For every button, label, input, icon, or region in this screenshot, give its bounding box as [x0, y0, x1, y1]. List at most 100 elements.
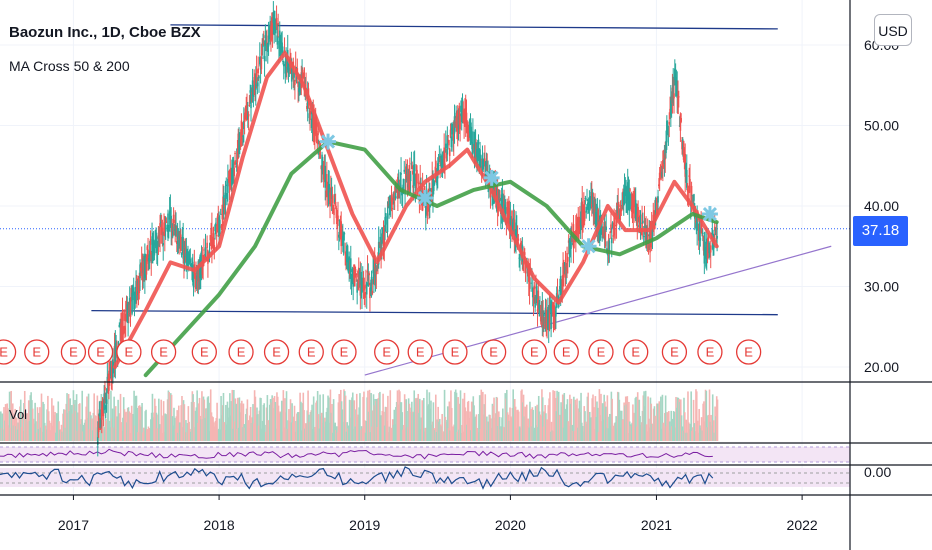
candle-body: [685, 164, 687, 175]
candle-body: [608, 240, 611, 252]
currency-button[interactable]: USD: [874, 14, 912, 46]
candle-body: [659, 169, 662, 174]
volume-bar: [705, 390, 708, 441]
candle-body: [128, 312, 130, 314]
volume-bar: [498, 417, 501, 441]
candle-body: [220, 225, 223, 229]
volume-bar: [216, 402, 218, 441]
volume-bar: [502, 408, 504, 441]
volume-bar: [39, 407, 41, 441]
candle-body: [677, 96, 679, 114]
candle-body: [261, 52, 263, 55]
volume-bar: [235, 403, 238, 441]
candle-body: [165, 221, 168, 223]
candle-body: [623, 188, 626, 204]
candle-body: [410, 163, 413, 165]
candle-body: [96, 437, 99, 446]
candle-body: [385, 216, 387, 225]
candle-body: [124, 327, 126, 331]
candle-body: [588, 197, 591, 206]
volume-bar: [375, 398, 378, 441]
volume-bar: [344, 395, 347, 441]
candle-body: [211, 227, 213, 248]
candle-body: [676, 80, 679, 98]
volume-bar: [328, 397, 330, 441]
candle-body: [103, 393, 105, 411]
candle-body: [314, 120, 316, 135]
candle-body: [691, 194, 694, 196]
horizontal-level-line: [91, 310, 778, 316]
price-tick-label: 20.00: [864, 359, 899, 375]
earnings-marker-label: E: [562, 345, 571, 360]
volume-bar: [683, 412, 686, 441]
earnings-marker: [588, 339, 614, 365]
candle-body: [330, 188, 333, 199]
candle-body: [248, 104, 251, 106]
candle-body: [326, 174, 328, 193]
candle-body: [381, 228, 384, 236]
candle-body: [585, 206, 588, 213]
earnings-marker: [374, 339, 400, 365]
candle-body: [247, 114, 250, 117]
candle-body: [171, 231, 174, 237]
candle-body: [189, 258, 192, 263]
candle-body: [112, 367, 115, 374]
volume-bar: [626, 396, 629, 441]
candle-body: [385, 231, 388, 233]
ma-cross-marker: [320, 133, 337, 150]
candle-body: [530, 282, 532, 284]
volume-bar: [561, 394, 564, 441]
candle-body: [354, 268, 357, 273]
candle-body: [99, 427, 101, 430]
volume-bar: [40, 393, 43, 441]
candle-body: [245, 105, 248, 120]
earnings-marker: [116, 339, 142, 365]
candle-body: [668, 121, 671, 125]
volume-bar: [403, 394, 406, 441]
candle-body: [605, 226, 607, 230]
price-tick-label: 50.00: [864, 118, 899, 134]
candle-body: [611, 222, 614, 228]
volume-bar: [570, 398, 573, 441]
candle-body: [511, 222, 514, 234]
candle-body: [213, 244, 216, 249]
candle-body: [164, 217, 166, 237]
volume-bar: [525, 404, 528, 441]
indicator-label: MA Cross 50 & 200: [9, 58, 130, 74]
volume-bar: [181, 395, 183, 441]
candle-body: [413, 164, 416, 172]
volume-bar: [54, 411, 56, 441]
candle-body: [545, 309, 548, 328]
volume-bar: [168, 392, 171, 441]
candle-body: [701, 229, 703, 233]
candle-body: [306, 95, 309, 109]
candle-body: [146, 246, 149, 251]
candle-body: [403, 169, 406, 172]
earnings-marker-label: E: [272, 345, 281, 360]
candle-body: [606, 254, 609, 256]
candle-body: [157, 235, 160, 240]
volume-bar: [185, 420, 187, 441]
ma-cross-marker: [580, 238, 597, 255]
candle-body: [416, 169, 418, 184]
time-tick-label: 2019: [349, 517, 380, 533]
candle-body: [648, 234, 651, 237]
earnings-marker-label: E: [0, 345, 8, 360]
candle-body: [413, 164, 415, 187]
candle-body: [231, 168, 233, 186]
time-axis: 2017 2018 2019 2020 2021 2022: [58, 495, 818, 533]
candle-body: [445, 152, 448, 159]
candle-body: [701, 232, 704, 234]
candle-body: [610, 237, 613, 244]
candle-body: [355, 273, 358, 276]
candle-body: [207, 259, 210, 261]
candle-body: [267, 35, 270, 47]
candle-body: [555, 306, 557, 317]
time-tick-label: 2020: [495, 517, 526, 533]
candle-body: [687, 190, 690, 193]
candle-body: [480, 155, 482, 160]
candle-body: [420, 186, 422, 197]
candle-body: [293, 72, 295, 78]
